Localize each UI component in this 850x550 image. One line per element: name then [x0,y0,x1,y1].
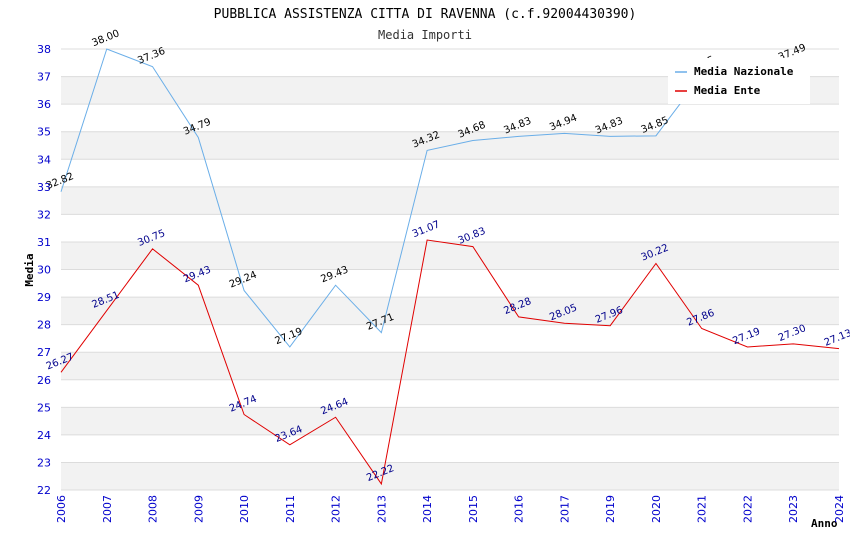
y-tick-label: 25 [37,401,51,414]
band [61,159,839,187]
plot-background-bands [61,49,839,490]
x-tick-label: 2008 [147,495,160,523]
band [61,214,839,242]
x-tick-label: 2016 [513,495,526,523]
x-tick-label: 2007 [101,495,114,523]
data-label: 38.00 [91,28,122,49]
band [61,434,839,463]
y-tick-label: 36 [37,98,51,111]
y-tick-label: 23 [37,456,51,469]
y-tick-label: 33 [37,181,51,194]
grid-lines [61,48,839,491]
legend: Media Nazionale Media Ente [668,58,810,104]
x-tick-label: 2021 [696,495,709,523]
x-tick-label: 2011 [284,495,297,523]
x-tick-label: 2020 [650,495,663,523]
x-tick-label: 2023 [787,495,800,523]
band [61,407,839,435]
y-tick-label: 30 [37,264,51,277]
x-axis-title: Anno [811,517,838,530]
series-line-media-ente [60,239,840,486]
y-tick-label: 31 [37,236,51,249]
y-tick-label: 29 [37,291,51,304]
y-tick-label: 28 [37,319,51,332]
y-tick-label: 34 [37,153,51,166]
series-lines [60,49,840,486]
chart-subtitle: Media Importi [378,28,472,42]
band [61,104,839,132]
x-tick-label: 2009 [192,495,205,523]
x-tick-label: 2013 [375,495,388,523]
x-axis-ticks: 2006 2007 2008 2009 2010 2011 2012 2013 2014 2015… [55,495,846,523]
y-tick-label: 22 [37,484,51,497]
chart-title: PUBBLICA ASSISTENZA CITTA DI RAVENNA (c.… [214,7,637,22]
band [61,186,839,215]
y-axis-ticks: 22 23 24 25 26 27 28 29 30 31 32 33 34 35 36 37 38 [37,43,51,497]
y-tick-label: 27 [37,346,51,359]
y-tick-label: 32 [37,208,51,221]
x-tick-label: 2015 [467,495,480,523]
band [61,297,839,325]
legend-label-media-nazionale: Media Nazionale [694,65,794,78]
y-tick-label: 26 [37,374,51,387]
band [61,352,839,380]
band [61,269,839,298]
y-tick-label: 38 [37,43,51,56]
x-tick-label: 2006 [55,495,68,523]
y-axis-title: Media [23,253,36,286]
x-tick-label: 2014 [421,495,434,523]
band [61,462,839,490]
band [61,324,839,353]
y-tick-label: 24 [37,429,51,442]
x-tick-label: 2019 [604,495,617,523]
band [61,241,839,270]
x-tick-label: 2024 [833,495,846,523]
legend-label-media-ente: Media Ente [694,84,761,97]
x-tick-label: 2012 [330,495,343,523]
y-tick-label: 35 [37,126,51,139]
band [61,379,839,408]
x-tick-label: 2010 [238,495,251,523]
y-tick-label: 37 [37,71,51,84]
legend-background [668,58,810,104]
x-tick-label: 2022 [741,495,754,523]
x-tick-label: 2017 [558,495,571,523]
